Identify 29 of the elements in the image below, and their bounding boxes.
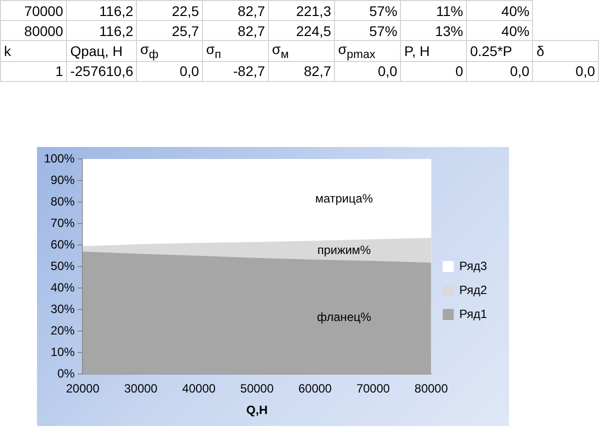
y-tick-label: 90% bbox=[50, 172, 76, 187]
y-tick-label: 70% bbox=[50, 216, 76, 230]
y-tick-label: 20% bbox=[50, 323, 76, 338]
x-axis-title: Q,H bbox=[246, 403, 268, 418]
legend-label: Ряд3 bbox=[459, 258, 488, 273]
x-tick-label: 30000 bbox=[124, 382, 158, 396]
x-tick-label: 40000 bbox=[182, 382, 216, 396]
y-tick-label: 10% bbox=[50, 344, 76, 359]
x-tick-label: 70000 bbox=[356, 382, 390, 396]
y-tick-label: 50% bbox=[50, 258, 76, 273]
annotation: матрица% bbox=[315, 192, 374, 206]
y-tick-label: 100% bbox=[44, 151, 76, 166]
annotation: прижим% bbox=[317, 242, 372, 257]
x-tick-label: 80000 bbox=[414, 382, 448, 396]
x-tick-label: 20000 bbox=[66, 382, 100, 396]
y-tick-label: 0% bbox=[57, 366, 76, 381]
y-tick-label: 40% bbox=[50, 280, 76, 294]
text: k Qрац, H σ$_{ф}$ σ$_{п}$ σ$_{м}$ σ$_{pmax}$ P, H 0.25*P δ bbox=[4, 41, 544, 61]
legend-label: Ряд1 bbox=[459, 306, 488, 321]
x-tick-label: 50000 bbox=[240, 382, 274, 396]
x-tick-label: 60000 bbox=[298, 382, 332, 396]
annotation: фланец% bbox=[317, 310, 372, 324]
y-tick-label: 80% bbox=[50, 194, 76, 208]
y-tick-label: 60% bbox=[50, 237, 76, 252]
text: 80000 116,2 25,7 82,7 224,5 57% 13% 40% bbox=[24, 22, 530, 38]
y-tick-label: 30% bbox=[50, 302, 76, 316]
text: 1 -257610,6 0,0 -82,7 82,7 0,0 0 0,0 0,0 bbox=[55, 63, 595, 80]
legend-label: Ряд2 bbox=[459, 282, 488, 297]
text: 70000 116,2 22,5 82,7 221,3 57% 11% 40% bbox=[24, 2, 530, 18]
